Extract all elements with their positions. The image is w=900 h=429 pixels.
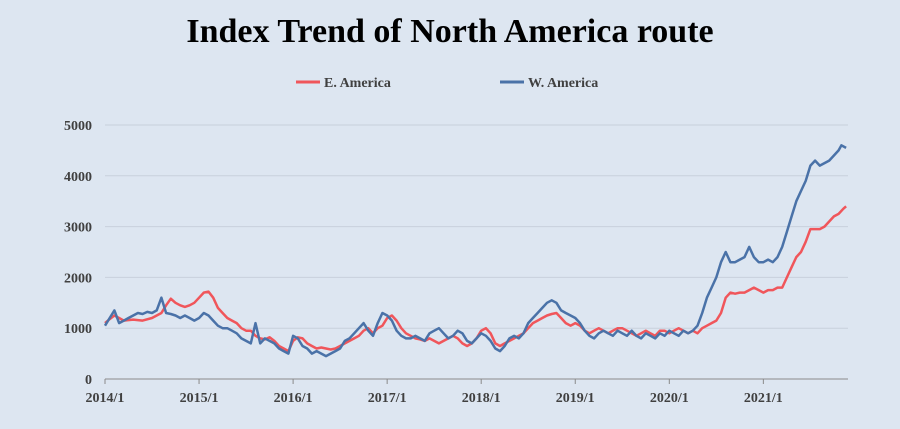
series-lines	[103, 144, 847, 358]
gridlines	[105, 124, 848, 380]
y-axis-ticks: 0 1000 2000 3000 4000 5000	[64, 119, 92, 388]
series-line-w-america	[103, 144, 847, 358]
x-tick-label: 2019/1	[556, 391, 595, 406]
x-axis-ticks: 2014/1 2015/1 2016/1 2017/1 2018/1 2019/1 2020…	[86, 379, 783, 406]
legend-label-w-america: W. America	[528, 76, 598, 91]
x-tick-label: 2018/1	[462, 391, 501, 406]
y-tick-label: 0	[85, 373, 92, 388]
x-tick-label: 2015/1	[180, 391, 219, 406]
y-tick-label: 5000	[64, 119, 92, 134]
legend: E. America W. America	[296, 76, 598, 91]
series-line-e-america	[104, 205, 847, 353]
legend-label-e-america: E. America	[324, 76, 391, 91]
x-tick-label: 2020/1	[650, 391, 689, 406]
x-tick-label: 2017/1	[368, 391, 407, 406]
chart-title: Index Trend of North America route	[186, 13, 713, 50]
y-tick-label: 2000	[64, 271, 92, 286]
y-tick-label: 1000	[64, 322, 92, 337]
x-tick-label: 2021/1	[744, 391, 783, 406]
x-tick-label: 2014/1	[86, 391, 125, 406]
y-tick-label: 4000	[64, 170, 92, 185]
y-tick-label: 3000	[64, 221, 92, 236]
x-tick-label: 2016/1	[274, 391, 313, 406]
